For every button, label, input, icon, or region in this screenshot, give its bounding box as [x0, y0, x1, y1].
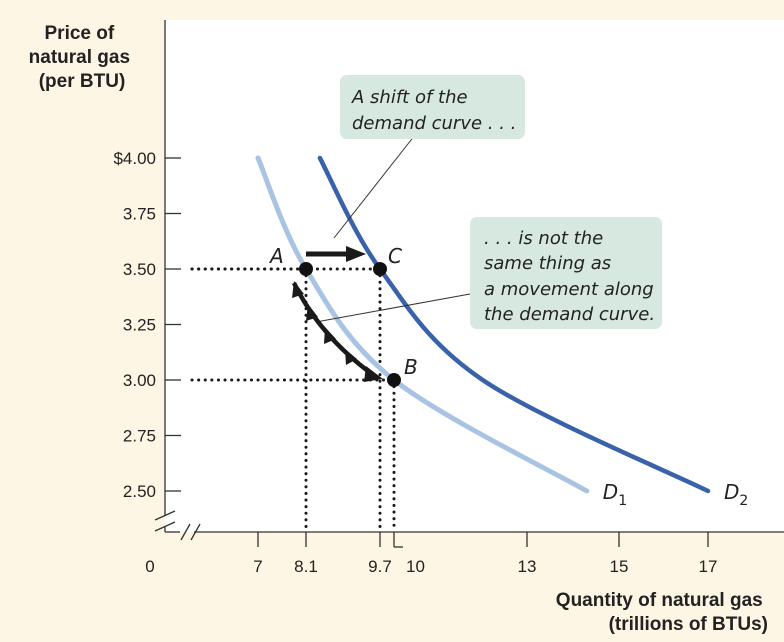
y-tick-label: 3.25 — [123, 316, 156, 335]
callout-shift-box — [340, 75, 525, 139]
y-axis-break-mark — [154, 521, 176, 532]
x-tick-label: 8.1 — [294, 557, 318, 576]
point-a — [299, 262, 313, 276]
movement-arrow-chevron — [306, 304, 318, 321]
x-tick-label: 17 — [699, 557, 718, 576]
callout-movement: . . . is not the same thing as a movemen… — [315, 217, 662, 329]
origin-label: 0 — [145, 557, 154, 576]
y-tick-label: 2.75 — [123, 427, 156, 446]
x-tick-label: 9.7 — [368, 557, 392, 576]
movement-arrow-chevron — [324, 327, 336, 344]
x-axis-break-mark — [180, 523, 191, 541]
point-label-b: B — [404, 355, 418, 379]
x-tick-label: 13 — [518, 557, 537, 576]
movement-arrow-head — [364, 366, 383, 382]
y-tick-label: 3.00 — [123, 371, 156, 390]
y-tick-label: 3.75 — [123, 205, 156, 224]
y-axis-title: Price of natural gas (per BTU) — [29, 23, 136, 92]
y-tick-label: 2.50 — [123, 482, 156, 501]
x-axis-title: Quantity of natural gas (trillions of BT… — [556, 590, 768, 635]
point-label-a: A — [268, 244, 284, 268]
y-tick-label: 3.50 — [123, 260, 156, 279]
point-c — [373, 262, 387, 276]
series-label-d2: D2 — [724, 480, 748, 509]
y-tick-label: $4.00 — [113, 149, 156, 168]
x-tick-label: 10 — [406, 557, 425, 576]
callout-shift: A shift of the demand curve . . . — [333, 75, 525, 239]
y-axis-break-mark — [154, 510, 176, 521]
movement-arrow — [291, 281, 383, 382]
demand-curve-d2 — [317, 155, 711, 494]
shift-arrow-head — [346, 246, 366, 262]
shift-arrow — [306, 246, 366, 262]
x-axis-break-mark — [190, 523, 201, 541]
x-tick-label: 7 — [253, 557, 262, 576]
callout-movement-box — [470, 217, 662, 329]
x-tick-label: 15 — [610, 557, 629, 576]
demand-curve-d1 — [255, 155, 590, 494]
series-label-d1: D1 — [603, 480, 627, 509]
point-label-c: C — [388, 244, 402, 268]
callout-shift-leader — [333, 134, 416, 239]
callout-movement-leader — [315, 293, 471, 323]
movement-arrow-chevron — [292, 281, 304, 298]
point-b — [387, 373, 401, 387]
callout-shift-text: A shift of the demand curve . . . — [351, 87, 516, 134]
callout-movement-text: . . . is not the same thing as a movemen… — [484, 228, 659, 325]
movement-arrow-chevron — [345, 349, 357, 365]
